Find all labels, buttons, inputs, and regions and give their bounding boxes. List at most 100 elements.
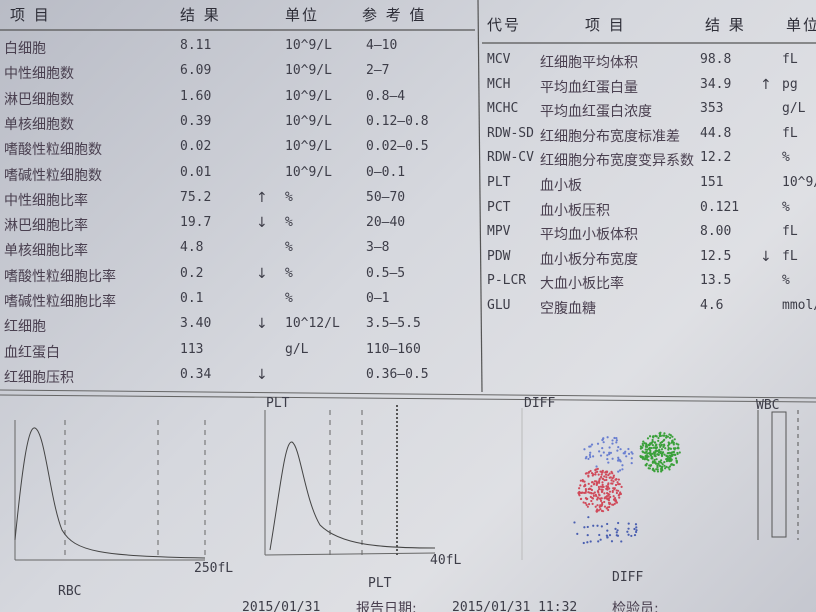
dot [590, 488, 594, 492]
dot [582, 541, 585, 545]
code: PDW [487, 248, 511, 264]
dot [606, 529, 609, 532]
result: 3.40 [180, 316, 212, 332]
dot [617, 478, 620, 481]
reference-range: 3—8 [366, 240, 390, 256]
unit: g/L [285, 341, 309, 357]
dot [597, 488, 601, 491]
dot [587, 482, 590, 485]
dot [648, 446, 652, 450]
dot [611, 457, 614, 460]
unit: % [285, 240, 293, 256]
dot [658, 448, 661, 451]
dot [606, 536, 609, 539]
dot [626, 530, 629, 533]
dot [576, 532, 579, 535]
result: 12.2 [700, 150, 732, 166]
dot [603, 500, 606, 504]
dot [624, 450, 627, 453]
graph-caption: DIFF [612, 570, 644, 585]
report-label: 报告日期: [356, 601, 417, 612]
dot [673, 453, 676, 456]
dot [587, 488, 590, 491]
dot [603, 492, 606, 495]
flag: ↑ [760, 76, 772, 93]
reference-range: 0.8—4 [366, 88, 406, 104]
dot [659, 445, 662, 448]
dot [662, 439, 665, 442]
dot-cloud [573, 431, 681, 545]
dot [605, 495, 608, 498]
dot [597, 540, 600, 543]
result: 113 [180, 341, 204, 357]
result: 0.39 [180, 113, 212, 129]
wbc-histogram [757, 410, 799, 540]
dot [668, 454, 671, 457]
dot [583, 526, 586, 529]
dot [601, 469, 604, 472]
graph-caption: PLT [368, 576, 392, 591]
dot [581, 491, 584, 494]
dot [606, 522, 609, 526]
dot [651, 457, 654, 460]
reference-range: 0—1 [366, 291, 390, 306]
code: PCT [487, 199, 511, 215]
unit: 10^9/L [285, 63, 332, 79]
dot [660, 452, 663, 455]
reference-range: 110—160 [366, 341, 421, 357]
dot [640, 455, 644, 458]
dot [587, 474, 590, 477]
dot [635, 526, 638, 529]
dot [666, 459, 669, 462]
dot [614, 483, 618, 487]
dot [659, 467, 663, 471]
dot [606, 454, 609, 457]
dot [648, 435, 652, 438]
code: P-LCR [487, 273, 527, 289]
dot [608, 505, 611, 509]
dot [588, 445, 591, 448]
dot [608, 534, 612, 537]
dot [608, 476, 611, 479]
reference-range: 0.36—0.5 [366, 366, 429, 382]
dot [612, 480, 615, 483]
dot [676, 452, 679, 455]
dot [630, 457, 633, 460]
code: MCHC [487, 101, 519, 117]
dot [612, 476, 615, 479]
dot [642, 444, 645, 447]
dot [611, 439, 614, 442]
dot [617, 489, 620, 492]
dot [664, 447, 667, 450]
dot [614, 527, 617, 530]
dot [579, 497, 583, 501]
dot [586, 541, 589, 544]
rbc-histogram [14, 420, 206, 561]
dot [614, 499, 618, 502]
reference-range: 4—10 [366, 38, 398, 53]
result: 4.8 [180, 240, 204, 256]
dot [659, 450, 662, 453]
dot [610, 479, 613, 482]
dot [617, 521, 620, 525]
dot [614, 478, 618, 481]
dot [585, 472, 588, 475]
dot [674, 447, 677, 450]
dot [589, 451, 592, 454]
unit: % [285, 265, 293, 281]
item-name: 淋巴细胞比率 [4, 218, 88, 235]
dot [675, 442, 678, 445]
dot [669, 447, 672, 450]
dot [649, 464, 652, 467]
axis-label: 250fL [194, 561, 234, 576]
dot [622, 452, 625, 455]
item-name: 嗜碱性粒细胞比率 [4, 294, 116, 310]
dot [594, 505, 597, 508]
dot [595, 510, 598, 513]
item-name: 红细胞平均体积 [540, 55, 638, 71]
unit: 10^9/L [285, 113, 332, 129]
dot [663, 453, 666, 456]
dot [653, 453, 656, 456]
dot [633, 533, 637, 537]
